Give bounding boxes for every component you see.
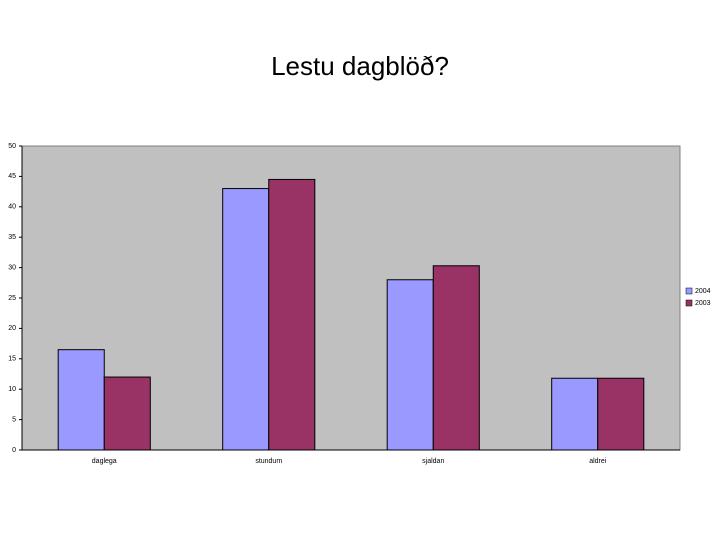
legend-swatch bbox=[685, 299, 693, 307]
y-tick-label: 15 bbox=[8, 356, 16, 363]
bar bbox=[222, 188, 270, 451]
bar bbox=[432, 265, 480, 451]
y-tick-label: 10 bbox=[8, 386, 16, 393]
y-tick-label: 25 bbox=[8, 295, 16, 302]
legend-label: 2003 bbox=[695, 300, 711, 307]
bar bbox=[551, 377, 599, 451]
y-tick-label: 30 bbox=[8, 264, 16, 271]
y-tick-label: 35 bbox=[8, 234, 16, 241]
y-tick-label: 5 bbox=[12, 416, 16, 423]
y-tick-label: 0 bbox=[12, 447, 16, 454]
x-tick-label: aldrei bbox=[589, 458, 607, 465]
legend-swatch bbox=[685, 287, 693, 295]
x-tick-label: sjaldan bbox=[422, 458, 444, 465]
legend-label: 2004 bbox=[695, 288, 711, 295]
y-tick-label: 45 bbox=[8, 173, 16, 180]
y-tick-label: 20 bbox=[8, 325, 16, 332]
x-tick-label: stundum bbox=[255, 458, 282, 465]
x-tick-label: daglega bbox=[92, 458, 117, 465]
bar bbox=[268, 178, 316, 451]
bar bbox=[103, 376, 151, 451]
chart-title: Lestu dagblöð? bbox=[271, 51, 449, 81]
bar bbox=[386, 279, 434, 451]
y-tick-label: 50 bbox=[8, 143, 16, 150]
bar bbox=[57, 349, 105, 451]
bar bbox=[597, 377, 645, 451]
y-tick-label: 40 bbox=[8, 204, 16, 211]
